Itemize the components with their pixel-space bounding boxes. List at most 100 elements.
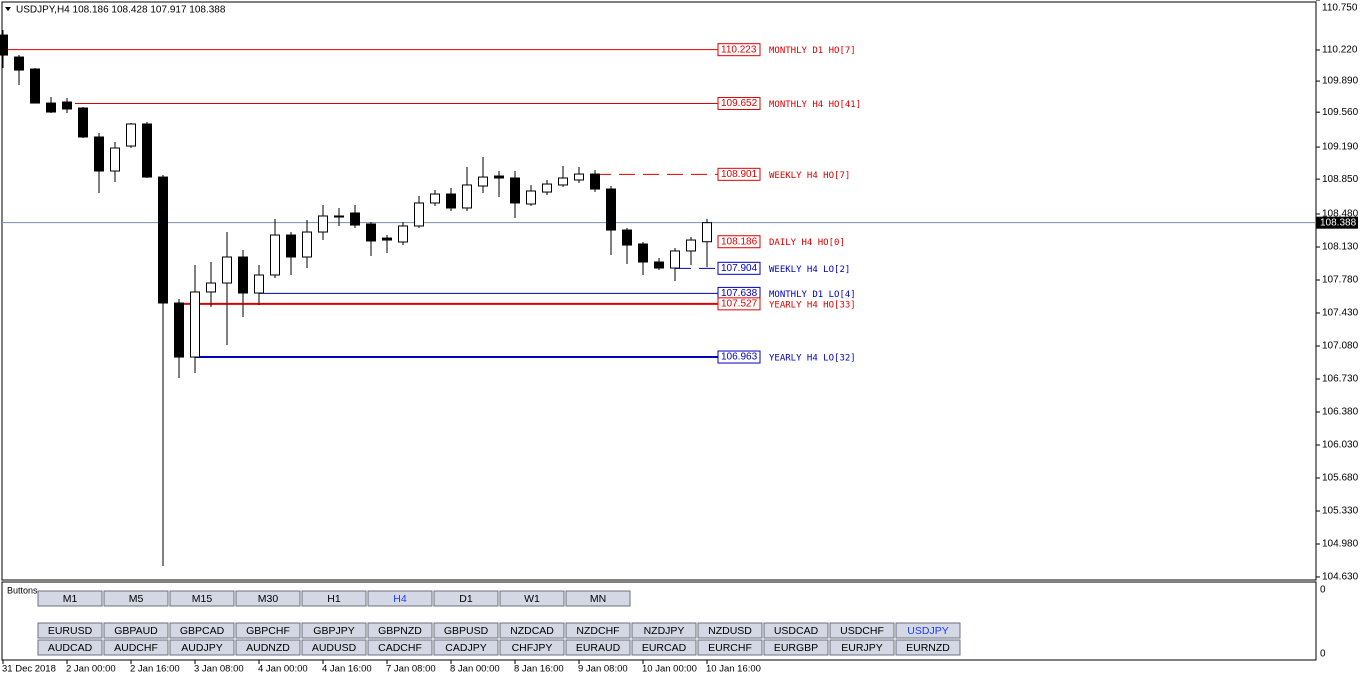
x-tick-label: 4 Jan 00:00 xyxy=(258,664,308,675)
button[interactable] xyxy=(499,622,565,639)
button-label[interactable]: GBPJPY xyxy=(313,625,354,637)
button[interactable] xyxy=(367,639,433,656)
button[interactable] xyxy=(169,622,235,639)
button-label[interactable]: NZDCHF xyxy=(576,625,619,637)
button-label[interactable]: GBPCAD xyxy=(180,625,225,637)
button[interactable] xyxy=(367,622,433,639)
plot-frame xyxy=(1,1,1317,581)
button-label[interactable]: EURJPY xyxy=(841,642,882,654)
y-tick-label: 107.780 xyxy=(1322,275,1359,286)
button[interactable] xyxy=(301,622,367,639)
button-label[interactable]: AUDUSD xyxy=(312,642,357,654)
button[interactable] xyxy=(895,622,961,639)
button[interactable] xyxy=(235,590,301,607)
button-label[interactable]: EURGBP xyxy=(774,642,818,654)
button[interactable] xyxy=(829,639,895,656)
candle-body xyxy=(670,250,680,269)
button-label[interactable]: M30 xyxy=(258,593,279,605)
button[interactable] xyxy=(367,590,433,607)
candle-body xyxy=(654,261,664,269)
button-label[interactable]: M1 xyxy=(63,593,78,605)
button-label[interactable]: CADJPY xyxy=(445,642,486,654)
button-label[interactable]: USDCHF xyxy=(840,625,884,637)
y-tick-label: 109.190 xyxy=(1322,142,1359,153)
button[interactable] xyxy=(565,639,631,656)
button[interactable] xyxy=(763,639,829,656)
candle-body xyxy=(174,302,184,358)
candle-body xyxy=(702,222,712,243)
button[interactable] xyxy=(433,622,499,639)
level-price: 107.527 xyxy=(721,298,758,309)
button-label[interactable]: EURNZD xyxy=(906,642,950,654)
level-name: YEARLY H4 HO[33] xyxy=(769,300,856,310)
button[interactable] xyxy=(697,639,763,656)
button[interactable] xyxy=(169,639,235,656)
button-label[interactable]: NZDCAD xyxy=(510,625,554,637)
button-label[interactable]: CADCHF xyxy=(378,642,422,654)
button[interactable] xyxy=(499,639,565,656)
button[interactable] xyxy=(103,590,169,607)
button-label[interactable]: GBPNZD xyxy=(378,625,422,637)
button[interactable] xyxy=(433,639,499,656)
button[interactable] xyxy=(631,622,697,639)
button[interactable] xyxy=(103,639,169,656)
level-price: 107.638 xyxy=(721,288,758,299)
button[interactable] xyxy=(763,622,829,639)
candle-body xyxy=(46,102,56,113)
button-label[interactable]: EURAUD xyxy=(576,642,621,654)
button-label[interactable]: GBPUSD xyxy=(444,625,489,637)
button-label[interactable]: GBPAUD xyxy=(114,625,158,637)
button[interactable] xyxy=(829,622,895,639)
button-label[interactable]: AUDNZD xyxy=(246,642,290,654)
button-label[interactable]: CHFJPY xyxy=(512,642,553,654)
button[interactable] xyxy=(565,622,631,639)
y-tick-label: 106.030 xyxy=(1322,440,1359,451)
button-label[interactable]: NZDJPY xyxy=(644,625,685,637)
candle-body xyxy=(350,212,360,226)
button-label[interactable]: EURUSD xyxy=(48,625,93,637)
button[interactable] xyxy=(499,590,565,607)
button-label[interactable]: EURCHF xyxy=(708,642,752,654)
button-label[interactable]: GBPCHF xyxy=(246,625,290,637)
button[interactable] xyxy=(565,590,631,607)
button-label[interactable]: AUDJPY xyxy=(181,642,222,654)
button[interactable] xyxy=(895,639,961,656)
y-tick-label: 106.730 xyxy=(1322,374,1359,385)
button-label[interactable]: USDCAD xyxy=(774,625,819,637)
candle-body xyxy=(206,282,216,293)
button-label[interactable]: D1 xyxy=(459,593,473,605)
candle-body xyxy=(94,136,104,172)
button[interactable] xyxy=(37,639,103,656)
menu-arrow[interactable] xyxy=(5,7,11,11)
y-tick-label: 109.890 xyxy=(1322,76,1359,87)
button-label[interactable]: AUDCHF xyxy=(114,642,158,654)
button[interactable] xyxy=(631,639,697,656)
level-name: DAILY H4 HO[0] xyxy=(769,238,845,248)
candle-body xyxy=(30,68,40,104)
button-label[interactable]: H4 xyxy=(393,593,407,605)
level-price-box xyxy=(717,167,761,181)
button-label[interactable]: USDJPY xyxy=(907,625,948,637)
candle-body xyxy=(286,234,296,258)
button-label[interactable]: W1 xyxy=(524,593,540,605)
button[interactable] xyxy=(433,590,499,607)
button[interactable] xyxy=(103,622,169,639)
button[interactable] xyxy=(697,622,763,639)
button-label[interactable]: AUDCAD xyxy=(48,642,93,654)
button-label[interactable]: MN xyxy=(590,593,606,605)
button[interactable] xyxy=(301,639,367,656)
button[interactable] xyxy=(37,622,103,639)
button-label[interactable]: M15 xyxy=(192,593,213,605)
button[interactable] xyxy=(37,590,103,607)
button-label[interactable]: NZDUSD xyxy=(708,625,752,637)
button-label[interactable]: H1 xyxy=(327,593,341,605)
button[interactable] xyxy=(301,590,367,607)
button-label[interactable]: M5 xyxy=(129,593,144,605)
button[interactable] xyxy=(235,622,301,639)
button-label[interactable]: EURCAD xyxy=(642,642,687,654)
button[interactable] xyxy=(235,639,301,656)
candle-body xyxy=(14,56,24,71)
candle-body xyxy=(462,184,472,209)
button[interactable] xyxy=(169,590,235,607)
